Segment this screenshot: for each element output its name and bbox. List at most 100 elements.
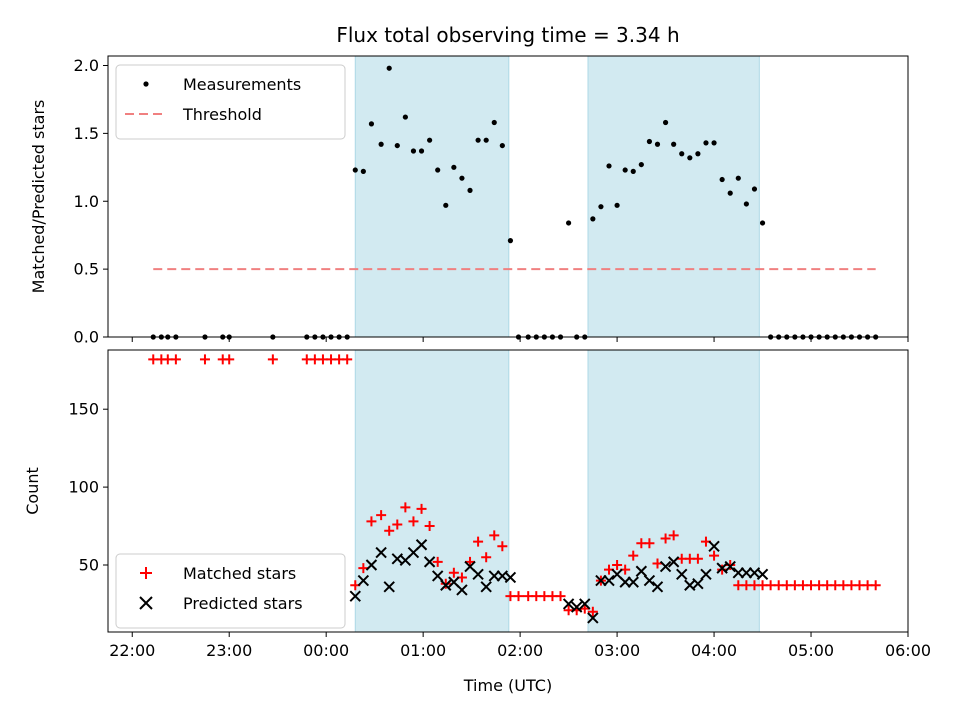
predicted-stars-point [724,560,736,573]
measurements-point [475,137,481,143]
count-marks [148,354,881,624]
matched-stars-point [416,503,427,514]
matched-stars-point [668,530,679,541]
y-tick-label: 1.5 [74,124,99,143]
matched-stars-point [224,354,235,365]
measurements-point [467,187,473,193]
matched-stars-point [384,525,395,536]
measurements-point [598,204,604,210]
measurements-point [368,121,375,127]
predicted-stars-point [365,559,378,571]
top-x-axis [131,337,909,342]
matched-stars-point [432,556,443,567]
measurements-point [451,164,457,170]
predicted-stars-point [375,546,387,559]
count-panel: 50 100 150 22:00 23:00 00:00 01:00 02:00 03:00 0… [23,349,931,695]
bottom-legend: Matched stars Predicted stars [115,553,346,629]
flux-ratio-panel: 0.0 0.5 1.0 1.5 2.0 Flux total observing tim… [29,23,909,347]
x-axis-label: Time (UTC) [463,676,552,695]
legend-box [115,64,346,140]
x-tick-label: 23:00 [206,641,252,660]
measurements-point [459,175,465,181]
matched-stars-point [644,538,655,549]
predicted-stars-point [440,579,452,591]
predicted-stars-point [504,571,517,584]
legend-box [115,553,346,629]
measurements-point [743,201,749,207]
x-tick-label: 02:00 [497,641,543,660]
bottom-y-axis: 50 100 150 [68,400,108,575]
measurements-point [711,140,717,146]
matched-stars-point [692,553,703,564]
legend-label: Threshold [182,105,262,124]
matched-stars-point [717,564,728,575]
matched-stars-point [424,521,435,532]
bottom-x-axis: 22:00 23:00 00:00 01:00 02:00 03:00 04:00 05:00… [109,632,931,660]
matched-stars-point [448,567,459,578]
x-tick-label: 06:00 [885,641,931,660]
measurements-point [507,238,514,244]
matched-stars-point [587,606,598,617]
predicted-stars-point [635,565,648,577]
legend-label: Predicted stars [183,594,303,613]
predicted-stars-point [456,584,468,596]
predicted-stars-point [643,574,656,587]
predicted-stars-point [587,612,599,624]
matched-stars-point [489,530,500,541]
measurements-point [679,151,685,157]
predicted-stars-point [562,598,575,610]
measurements-point [727,190,733,196]
measurements-point [443,202,449,208]
matched-stars-point [513,591,524,602]
legend-label: Matched stars [183,564,296,583]
measurements-point [638,161,644,168]
predicted-stars-point [627,576,639,588]
measurements-point [630,168,636,174]
matched-stars-point [628,550,639,561]
predicted-stars-point [579,598,591,610]
matched-stars-point [870,580,881,591]
predicted-stars-point [708,540,720,553]
y-tick-label: 100 [68,478,99,497]
matched-stars-point [555,591,566,602]
top-legend: Measurements Threshold [115,64,346,140]
matched-stars-point [342,354,353,365]
predicted-stars-point [570,601,583,613]
matched-stars-point [660,533,671,544]
measurements-point [499,142,505,149]
x-tick-label: 03:00 [594,641,640,660]
predicted-stars-point [756,568,769,581]
measurements-point [614,202,620,208]
predicted-stars-point [415,539,428,551]
matched-stars-point [440,578,451,589]
measurements-point [402,114,408,120]
observing-window [587,349,760,633]
predicted-stars-point [676,568,688,581]
predicted-stars-point [603,574,615,587]
measurements-point [703,140,709,146]
measurements-point [427,137,433,143]
measurements-point [590,216,596,222]
measurements-point [483,137,489,143]
legend-x-icon [139,596,153,610]
measurements-point [566,220,572,226]
measurements-point [671,141,677,147]
x-tick-label: 05:00 [788,641,834,660]
measurements-point [662,119,669,126]
top-panel-frame [107,55,909,338]
measurements-point [352,167,358,173]
measurements-point [751,186,758,192]
predicted-stars-point [357,574,370,587]
matched-stars-point [267,354,278,365]
measurements-point [719,176,725,183]
matched-stars-point [376,510,387,521]
matched-stars-point [408,516,419,527]
y-tick-label: 150 [68,400,99,419]
matched-stars-point [199,354,210,365]
observing-window-shades [354,55,760,338]
observing-window [354,349,510,633]
predicted-stars-point [349,590,361,602]
matched-stars-point [170,354,181,365]
measurements-point [360,168,366,174]
